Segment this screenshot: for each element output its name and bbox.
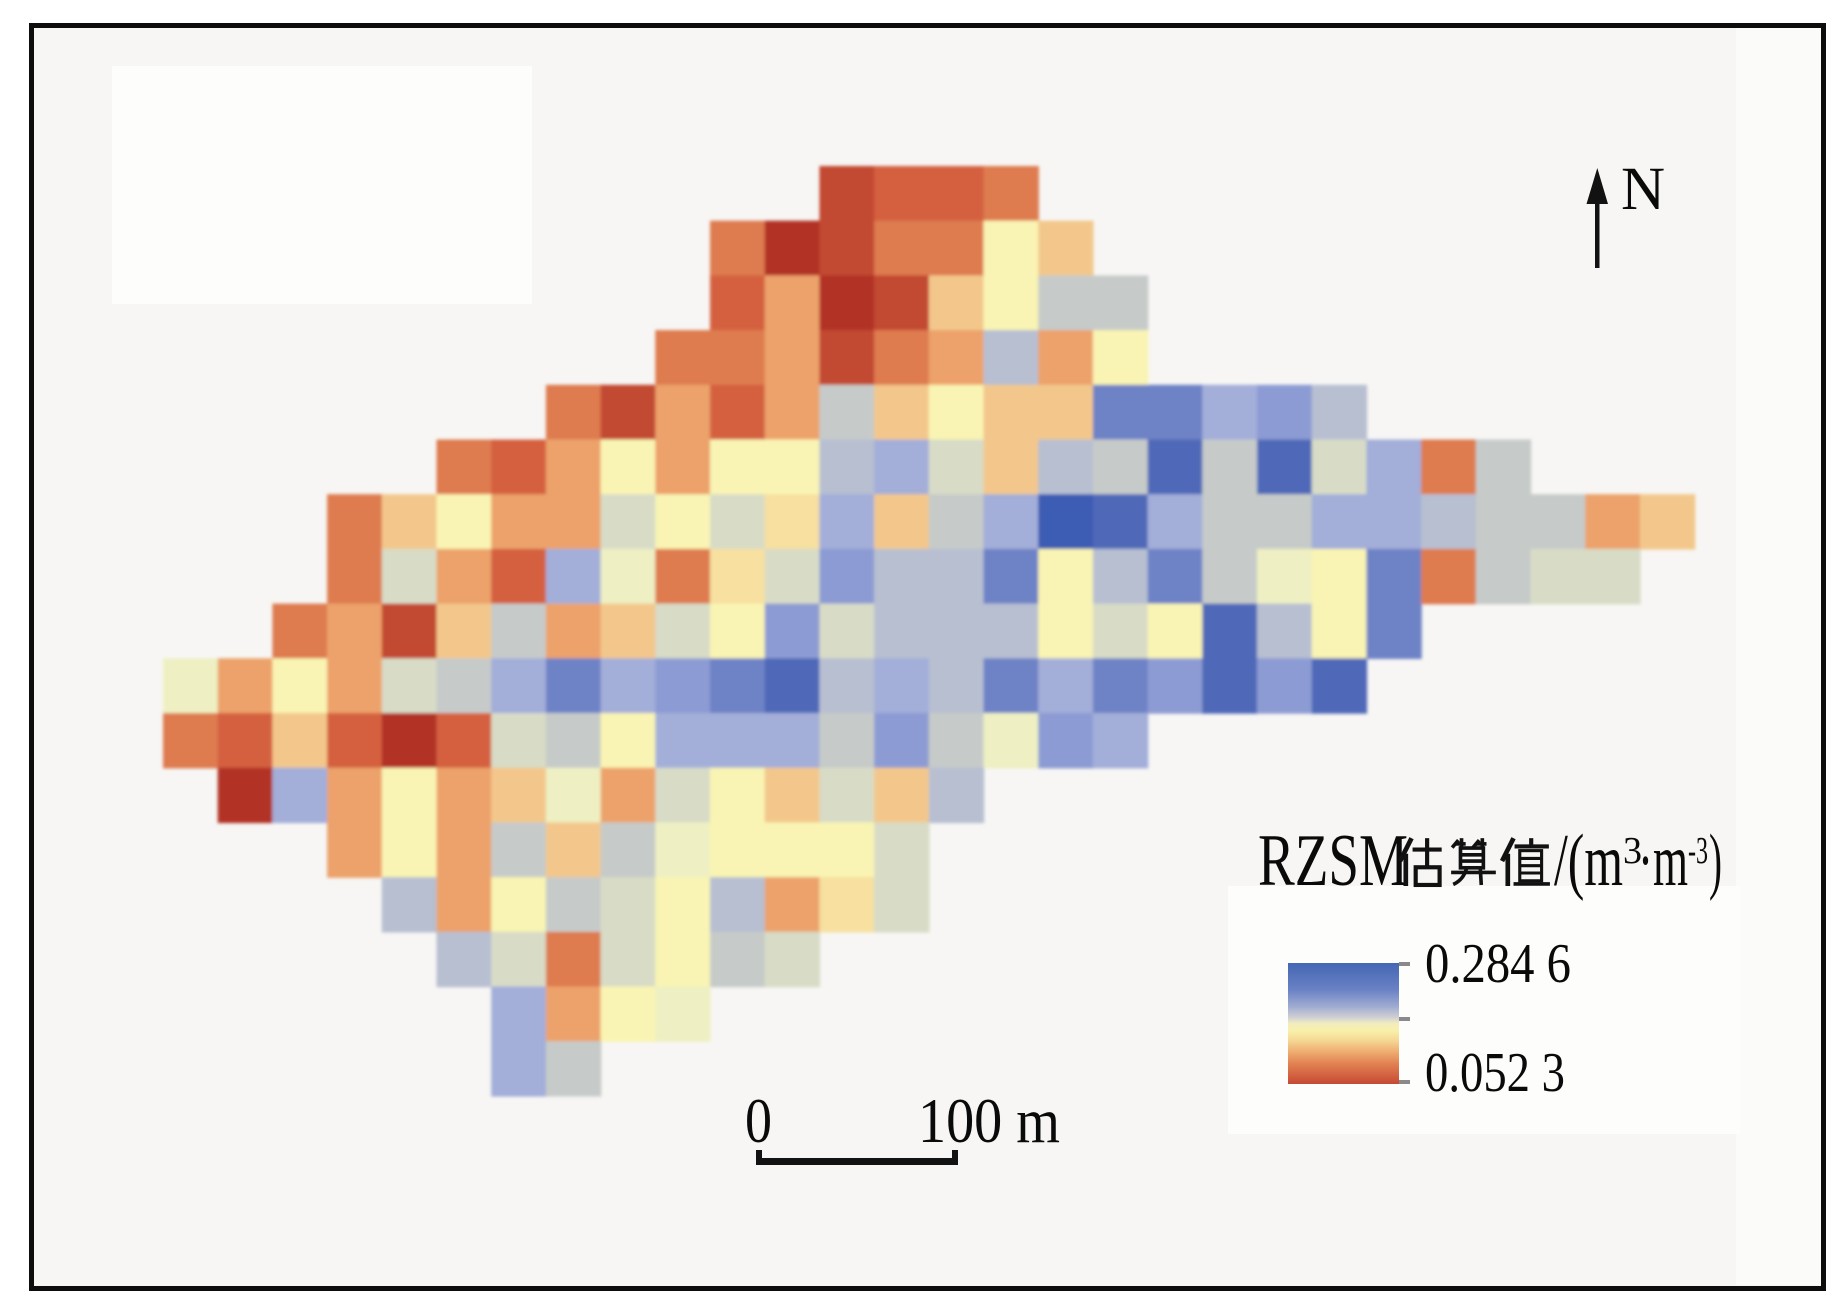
svg-text:0.284 6: 0.284 6 [1425,933,1571,995]
svg-text:-3: -3 [1688,830,1708,872]
svg-text:/(m: /(m [1554,820,1623,902]
svg-text:100 m: 100 m [918,1085,1060,1156]
svg-text:0: 0 [745,1085,772,1156]
svg-text:N: N [1621,156,1665,223]
svg-text:RZSM: RZSM [1258,820,1408,902]
svg-text:·m: ·m [1638,820,1688,902]
svg-text:0.052 3: 0.052 3 [1425,1042,1565,1104]
svg-text:3: 3 [1623,830,1642,872]
svg-text:): ) [1709,820,1722,902]
